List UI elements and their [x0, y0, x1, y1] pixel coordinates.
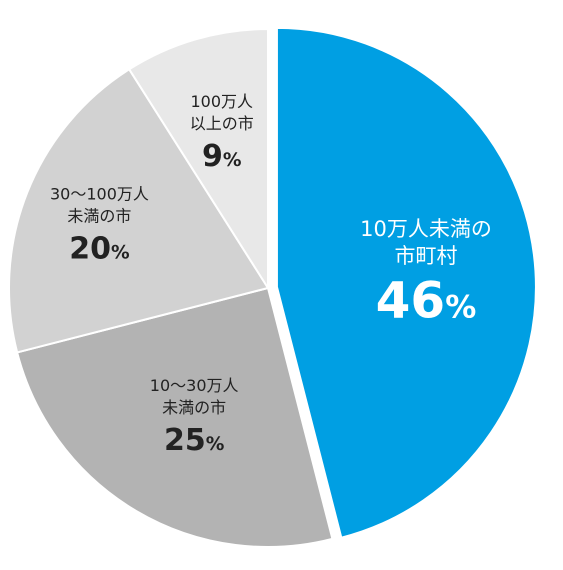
slice-label: 未満の市: [67, 207, 131, 226]
pie-slice: [275, 26, 537, 539]
slice-label: 未満の市: [162, 398, 226, 417]
pie-slice: [16, 287, 334, 548]
slice-label: 30〜100万人: [50, 185, 149, 204]
pie-slice: [128, 28, 269, 289]
slice-value-label: 46%: [376, 271, 477, 329]
pie-slice: [8, 68, 269, 354]
slice-value-label: 9%: [202, 139, 242, 174]
slice-label: 市町村: [394, 244, 457, 268]
slice-value-label: 25%: [164, 423, 225, 458]
slice-label: 10〜30万人: [150, 376, 239, 395]
slice-value-label: 20%: [69, 232, 130, 267]
slice-label: 以上の市: [190, 114, 254, 133]
slice-label: 100万人: [190, 92, 253, 111]
slice-label: 10万人未満の: [360, 217, 492, 241]
